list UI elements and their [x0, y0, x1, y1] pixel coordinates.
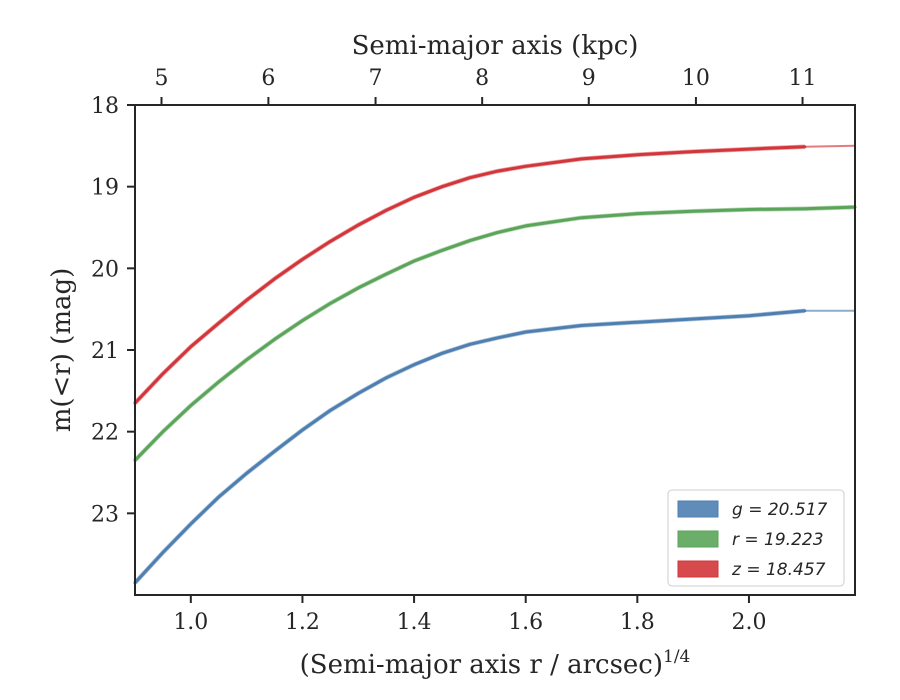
- legend-swatch-r: [677, 530, 719, 548]
- x-tick-label: 1.4: [397, 610, 432, 635]
- top-x-tick-label: 11: [789, 66, 817, 91]
- x-tick-label: 1.0: [173, 610, 208, 635]
- top-x-axis-title: Semi-major axis (kpc): [352, 31, 639, 61]
- top-x-tick-label: 8: [475, 66, 489, 91]
- x-tick-label: 1.8: [620, 610, 655, 635]
- x-tick-label: 1.2: [285, 610, 320, 635]
- legend: g = 20.517 r = 19.223 z = 18.457: [667, 489, 845, 587]
- y-tick-label: 19: [91, 176, 119, 201]
- series-layer: [133, 144, 857, 585]
- y-axis-title: m(<r) (mag): [47, 268, 77, 433]
- x-tick-label: 1.6: [508, 610, 543, 635]
- y-tick-label: 20: [91, 257, 119, 282]
- y-tick-label: 18: [91, 94, 119, 119]
- series-extension-z: [804, 144, 856, 148]
- top-x-tick-label: 6: [261, 66, 275, 91]
- series-extension-r: [804, 206, 856, 210]
- y-tick-label: 21: [91, 339, 119, 364]
- top-x-tick-label: 10: [682, 66, 710, 91]
- legend-label-r: r = 19.223: [732, 530, 824, 550]
- top-x-tick-label: 9: [582, 66, 596, 91]
- x-axis-title: (Semi-major axis r / arcsec)1/4: [300, 647, 691, 680]
- series-band-z: [133, 144, 805, 405]
- legend-swatch-z: [677, 560, 719, 578]
- series-line-z: [133, 145, 807, 405]
- x-tick-label: 2.0: [731, 610, 766, 635]
- y-tick-label: 22: [91, 421, 119, 446]
- series-band-r: [133, 204, 856, 462]
- top-x-tick-label: 5: [155, 66, 169, 91]
- top-x-tick-label: 7: [369, 66, 383, 91]
- y-tick-label: 23: [91, 502, 119, 527]
- legend-swatch-g: [677, 500, 719, 518]
- legend-label-z: z = 18.457: [731, 560, 826, 580]
- series-line-r: [133, 205, 857, 462]
- legend-label-g: g = 20.517: [732, 500, 828, 520]
- x-axis-title-superscript: 1/4: [663, 647, 690, 667]
- series-line-g: [133, 309, 807, 585]
- ticks-layer: 1.0 1.2 1.4 1.6 1.8 2.0 18 19 20 21 22 23 5 6 7 8 9 10 11: [91, 66, 817, 635]
- x-axis-title-text: (Semi-major axis r / arcsec): [300, 650, 663, 680]
